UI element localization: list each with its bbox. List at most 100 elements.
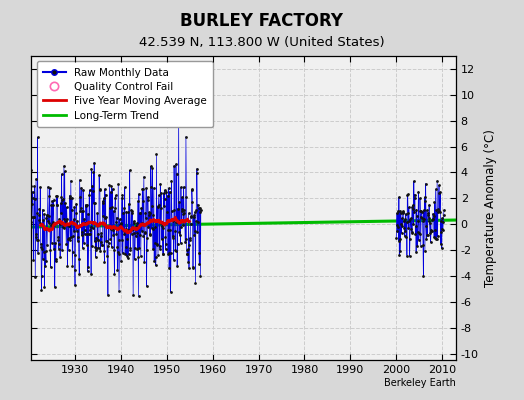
Text: Berkeley Earth: Berkeley Earth (384, 378, 456, 388)
Point (155, 202, 163, 208)
Point (34, 237, 42, 243)
Point (47, 222, 55, 228)
Point (53, 193, 62, 199)
Point (63, 216, 71, 222)
Point (52, 258, 60, 265)
Point (409, 206, 417, 212)
Point (400, 218, 408, 224)
Point (62, 241, 70, 247)
Point (60, 225, 69, 232)
Point (438, 245, 446, 252)
Point (157, 190, 165, 196)
Point (397, 221, 406, 228)
Point (411, 231, 420, 238)
Point (114, 181, 123, 188)
Point (58, 247, 66, 253)
Point (122, 226, 130, 232)
Point (196, 209, 204, 215)
Point (67, 177, 75, 184)
Point (193, 202, 202, 208)
Point (50, 246, 58, 253)
Point (82, 201, 90, 208)
Point (166, 188, 174, 195)
Point (38, 273, 46, 279)
Point (90, 200, 98, 206)
Point (75, 176, 84, 183)
Point (190, 212, 198, 219)
Point (136, 210, 145, 217)
Point (85, 187, 94, 193)
Point (39, 255, 47, 262)
Point (124, 255, 132, 262)
Point (440, 207, 448, 213)
Point (185, 265, 193, 272)
Point (179, 211, 187, 218)
Point (148, 165, 157, 172)
Point (97, 233, 105, 239)
Point (427, 228, 435, 234)
Point (409, 221, 418, 227)
Point (107, 244, 116, 250)
Point (392, 235, 400, 241)
Point (150, 258, 158, 264)
Point (90, 160, 99, 166)
Point (437, 218, 445, 224)
Point (38, 206, 47, 213)
Point (125, 200, 133, 207)
Point (171, 247, 179, 253)
Point (191, 209, 199, 215)
Point (89, 188, 97, 195)
Point (401, 216, 409, 222)
Point (169, 233, 177, 239)
Point (98, 242, 106, 248)
Point (418, 215, 427, 222)
Point (395, 238, 403, 244)
Point (135, 191, 143, 197)
Point (88, 183, 96, 190)
Point (170, 207, 179, 213)
Point (84, 264, 93, 270)
Point (59, 216, 68, 222)
Point (137, 205, 145, 211)
Point (144, 196, 152, 203)
Point (91, 200, 99, 206)
Point (194, 204, 203, 211)
Point (106, 188, 115, 195)
Point (78, 208, 86, 214)
Point (96, 239, 105, 245)
Point (88, 243, 96, 250)
Point (153, 242, 161, 248)
Point (106, 236, 114, 242)
Point (195, 205, 204, 212)
Point (143, 283, 151, 290)
Point (419, 242, 427, 248)
Point (89, 169, 97, 175)
Point (413, 228, 422, 235)
Point (102, 192, 110, 198)
Point (399, 210, 407, 216)
Point (45, 193, 53, 200)
Point (136, 232, 144, 238)
Point (402, 218, 411, 225)
Point (183, 251, 192, 257)
Point (51, 284, 59, 291)
Point (119, 209, 127, 216)
Point (68, 194, 76, 201)
Point (102, 214, 111, 220)
Point (32, 237, 41, 243)
Point (41, 248, 50, 254)
Point (151, 218, 159, 224)
Point (96, 248, 104, 254)
Point (192, 207, 201, 214)
Point (130, 256, 139, 262)
Point (72, 201, 80, 207)
Point (165, 250, 173, 256)
Point (125, 226, 134, 233)
Point (42, 212, 51, 218)
Point (83, 268, 92, 274)
Point (421, 198, 430, 204)
Point (410, 178, 418, 184)
Point (175, 229, 183, 236)
Point (45, 213, 53, 219)
Point (150, 184, 158, 191)
